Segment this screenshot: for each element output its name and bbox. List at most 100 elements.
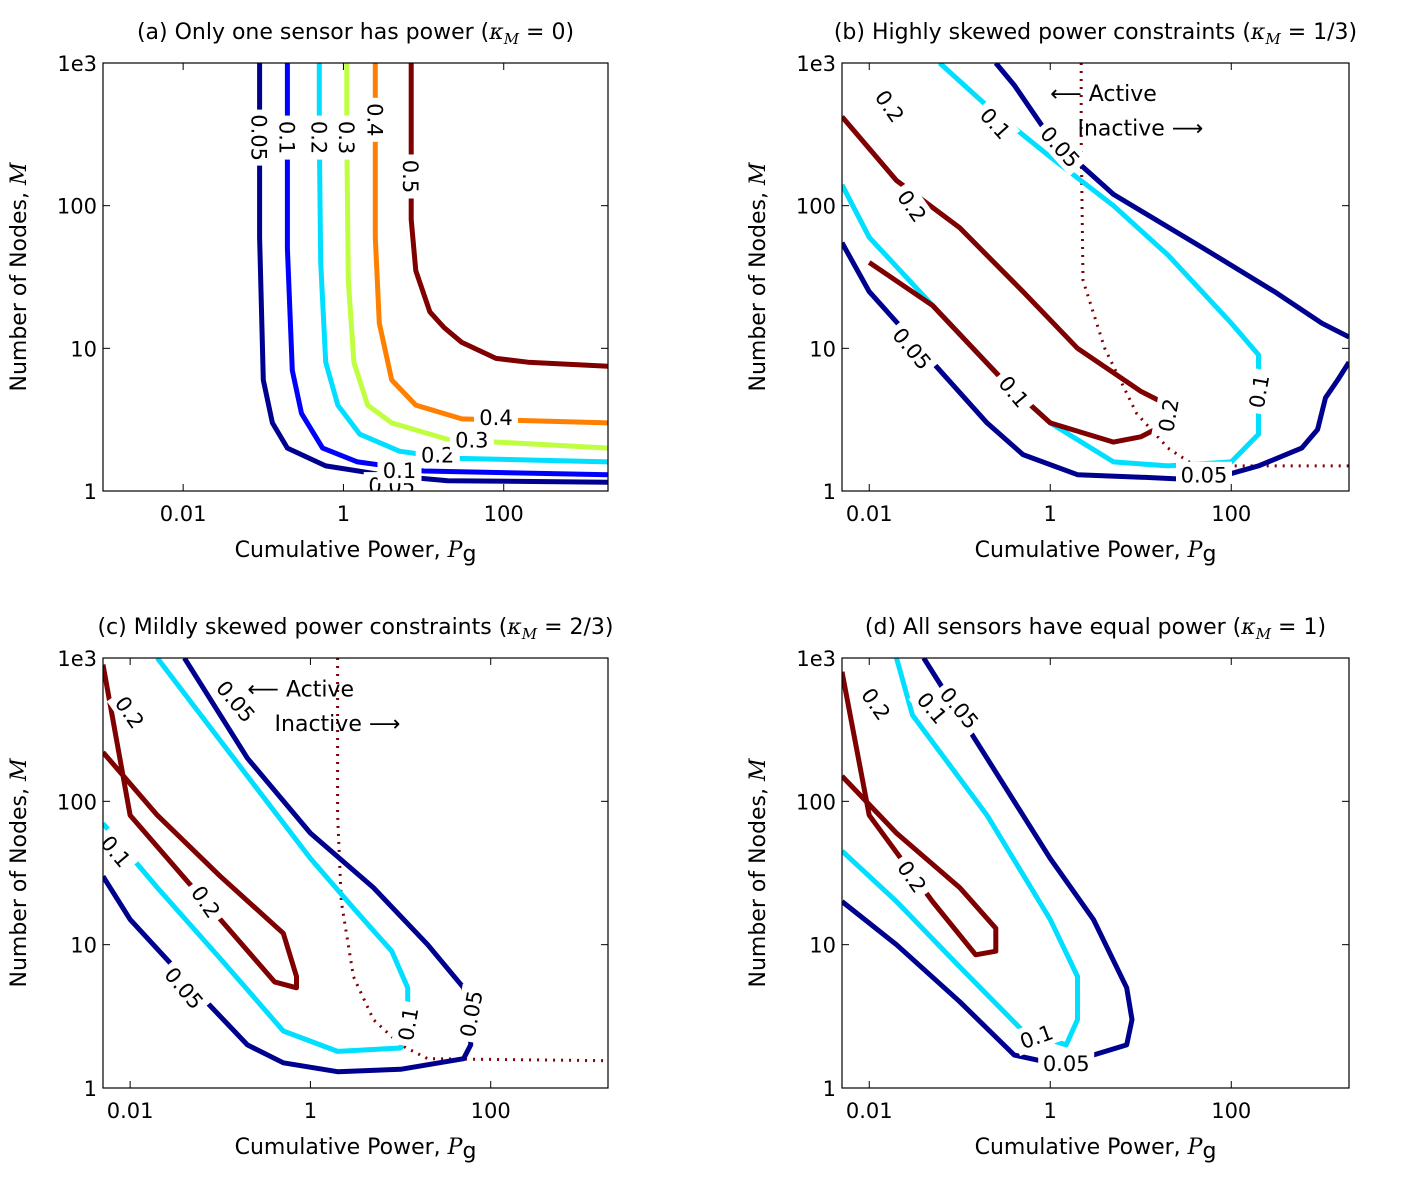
contour-line-0.2 [103,664,299,991]
x-tick-label: 100 [471,1099,511,1123]
svg-text:0.4: 0.4 [362,103,386,136]
contour-label: 0.2 [415,441,460,468]
contour-line-0.3 [344,63,608,451]
panel-title: (a) Only one sensor has power (κM = 0) [137,20,574,48]
y-tick-label: 100 [57,790,97,814]
svg-text:0.1: 0.1 [274,121,298,154]
svg-text:0.4: 0.4 [479,406,512,430]
contour-label: 0.05 [453,983,489,1044]
x-axis-label: Cumulative Power, Pg [235,538,477,567]
annotation: ⟵ Active [1050,82,1157,107]
x-tick-label: 100 [484,502,524,526]
y-tick-label: 1e3 [57,52,97,76]
contour-label: 0.05 [1038,1049,1095,1076]
y-tick-label: 1 [823,480,836,504]
panel-a: (a) Only one sensor has power (κM = 0) 0.… [7,20,609,567]
y-tick-label: 100 [57,195,97,219]
contour-label: 0.2 [1151,391,1185,440]
y-axis-label: Number of Nodes, M [7,758,32,987]
x-axis-label: Cumulative Power, Pg [975,1135,1217,1164]
contour-label: 0.1 [103,825,141,877]
svg-text:0.1: 0.1 [1245,373,1274,410]
x-axis-label: Cumulative Power, Pg [975,538,1217,567]
annotation: Inactive ⟶ [275,712,401,737]
svg-text:0.1: 0.1 [383,459,416,483]
svg-text:0.5: 0.5 [398,160,422,193]
svg-text:0.05: 0.05 [1181,464,1228,488]
axes-frame [841,657,1350,1089]
active-boundary-line [336,658,608,1063]
contour-label: 0.1 [971,97,1021,149]
contour-label: 0.05 [246,109,273,166]
y-tick-label: 1 [84,480,97,504]
contour-label: 0.4 [362,97,389,142]
contour-label: 0.1 [1241,367,1276,416]
contour-label: 0.3 [333,115,360,160]
contour-line-0.1 [842,658,1080,1048]
y-tick-label: 1e3 [796,647,836,671]
contour-label: 0.3 [449,426,494,453]
x-tick-label: 1 [337,502,350,526]
y-tick-label: 10 [809,934,836,958]
contour-line-0.05 [842,658,1135,1066]
x-tick-label: 100 [1211,502,1251,526]
annotation: ⟵ Active [247,677,354,702]
y-tick-label: 100 [796,195,836,219]
svg-text:0.2: 0.2 [1154,397,1183,434]
x-tick-label: 1 [304,1099,317,1123]
contour-label: 0.2 [853,678,900,730]
contour-label: 0.1 [391,999,425,1048]
contour-label: 0.4 [474,404,518,430]
svg-text:0.05: 0.05 [247,114,271,161]
y-tick-label: 1e3 [796,52,836,76]
x-tick-label: 0.01 [846,1099,893,1123]
y-tick-label: 10 [809,337,836,361]
contour-label: 0.1 [274,115,301,160]
panel-title: (d) All sensors have equal power (κM = 1… [865,615,1326,643]
axes-frame [102,657,609,1089]
axes-frame [102,62,609,492]
y-axis-label: Number of Nodes, M [746,162,771,391]
svg-text:0.1: 0.1 [394,1006,423,1043]
y-tick-label: 1e3 [57,647,97,671]
y-tick-label: 100 [796,790,836,814]
plot-area: 0.050.050.10.10.20.2 [842,658,1135,1076]
contour-label: 0.2 [866,80,914,132]
svg-text:0.05: 0.05 [1043,1052,1090,1076]
contour-label: 0.2 [306,115,333,160]
svg-text:0.2: 0.2 [306,121,330,154]
contour-line-0.5 [408,63,608,369]
panel-title: (c) Mildly skewed power constraints (κM … [97,615,613,643]
panel-title: (b) Highly skewed power constraints (κM … [834,20,1357,48]
annotation: Inactive ⟶ [1077,117,1203,142]
contour-line-0.2 [842,671,999,958]
panel-c: (c) Mildly skewed power constraints (κM … [7,615,614,1164]
contour-line-0.05 [993,63,1349,340]
contour-label: 0.05 [156,957,213,1018]
x-tick-label: 0.01 [846,502,893,526]
panel-b: (b) Highly skewed power constraints (κM … [746,20,1357,567]
y-tick-label: 1 [823,1077,836,1101]
contour-line-0.05 [103,658,474,1075]
x-tick-label: 0.01 [160,502,207,526]
panel-d: (d) All sensors have equal power (κM = 1… [746,615,1350,1164]
svg-text:0.3: 0.3 [334,121,358,154]
axes-frame [841,62,1350,492]
contour-label: 0.5 [398,154,425,199]
plot-area: 0.050.050.10.10.20.20.30.30.40.40.5 [246,63,608,491]
svg-text:0.3: 0.3 [455,428,488,452]
y-axis-label: Number of Nodes, M [746,758,771,987]
x-tick-label: 0.01 [107,1099,154,1123]
y-tick-label: 1 [84,1077,97,1101]
y-tick-label: 10 [70,934,97,958]
y-tick-label: 10 [70,337,97,361]
plot-area: 0.050.050.050.1 0.10.10.20.20.2 [842,63,1349,488]
x-tick-label: 1 [1044,502,1057,526]
contour-label: 0.1 [377,457,422,484]
svg-text:0.2: 0.2 [421,444,454,468]
y-axis-label: Number of Nodes, M [7,162,32,391]
x-tick-label: 100 [1211,1099,1251,1123]
x-tick-label: 1 [1044,1099,1057,1123]
x-axis-label: Cumulative Power, Pg [235,1135,477,1164]
